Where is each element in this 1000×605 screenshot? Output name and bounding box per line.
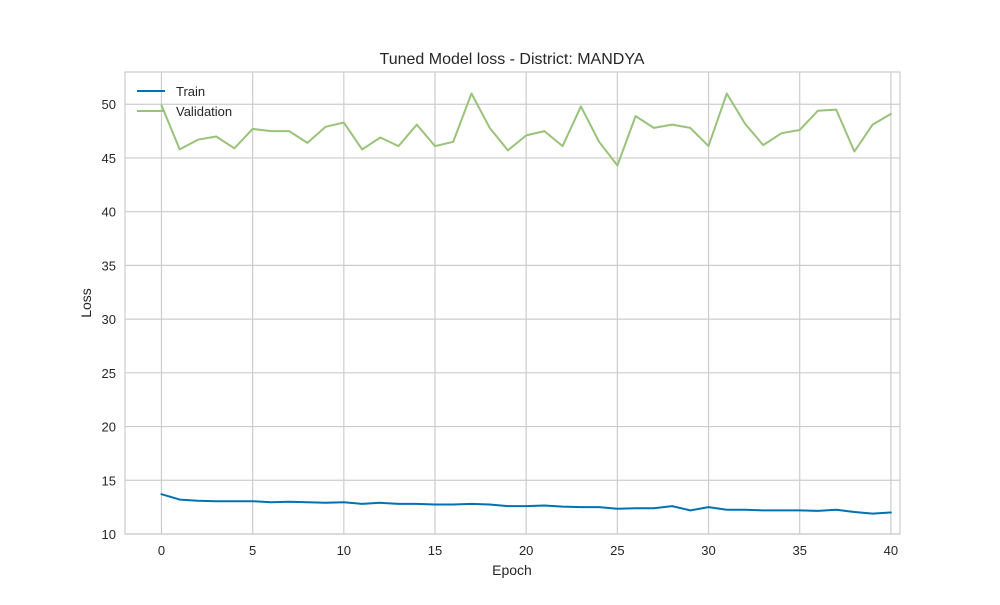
x-tick-label: 15 — [428, 543, 442, 558]
y-tick-label: 35 — [102, 258, 116, 273]
chart-title: Tuned Model loss - District: MANDYA — [380, 51, 645, 68]
x-tick-label: 30 — [701, 543, 715, 558]
x-tick-label: 35 — [792, 543, 806, 558]
y-tick-label: 15 — [102, 473, 116, 488]
series-line-validation — [160, 92, 892, 167]
y-tick-label: 10 — [102, 527, 116, 542]
x-tick-label: 40 — [884, 543, 898, 558]
x-tick-label: 5 — [249, 543, 256, 558]
y-tick-label: 25 — [102, 366, 116, 381]
y-tick-label: 50 — [102, 97, 116, 112]
y-axis-label: Loss — [78, 288, 94, 318]
y-tick-label: 30 — [102, 312, 116, 327]
series-lines — [160, 92, 892, 515]
x-axis-label: Epoch — [492, 562, 532, 578]
y-tick-label: 45 — [102, 151, 116, 166]
legend: Train Validation — [137, 84, 232, 119]
x-tick-label: 0 — [158, 543, 165, 558]
legend-label-validation: Validation — [176, 104, 232, 119]
grid-lines — [125, 72, 900, 535]
y-tick-label: 40 — [102, 205, 116, 220]
x-tick-labels: 0 5 10 15 20 25 30 35 40 — [158, 543, 898, 558]
x-tick-label: 10 — [337, 543, 351, 558]
y-tick-label: 20 — [102, 420, 116, 435]
plot-area-frame — [124, 71, 901, 535]
x-tick-label: 20 — [519, 543, 533, 558]
series-line-train — [160, 493, 892, 515]
legend-label-train: Train — [176, 84, 205, 99]
y-tick-labels: 10 15 20 25 30 35 40 45 50 — [102, 97, 116, 542]
x-tick-label: 25 — [610, 543, 624, 558]
